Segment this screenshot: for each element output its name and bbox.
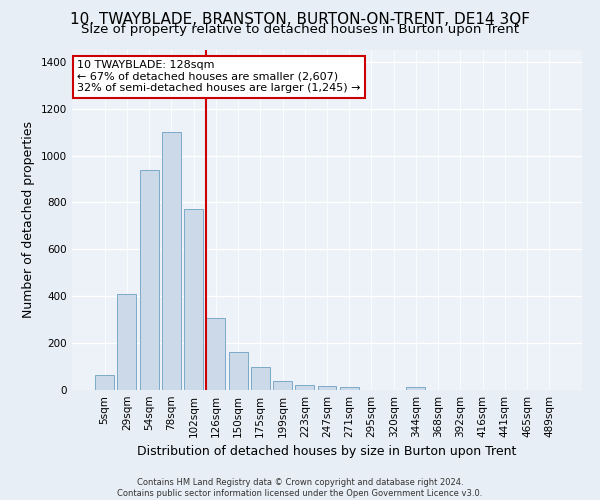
- Bar: [162, 132, 181, 390]
- Bar: [140, 170, 158, 390]
- Bar: [406, 387, 425, 390]
- Bar: [251, 366, 270, 390]
- Bar: [206, 318, 225, 390]
- Bar: [273, 382, 292, 390]
- X-axis label: Distribution of detached houses by size in Burton upon Trent: Distribution of detached houses by size …: [137, 446, 517, 458]
- Text: 10 TWAYBLADE: 128sqm
← 67% of detached houses are smaller (2,607)
32% of semi-de: 10 TWAYBLADE: 128sqm ← 67% of detached h…: [77, 60, 361, 94]
- Bar: [295, 386, 314, 390]
- Y-axis label: Number of detached properties: Number of detached properties: [22, 122, 35, 318]
- Bar: [118, 294, 136, 390]
- Text: 10, TWAYBLADE, BRANSTON, BURTON-ON-TRENT, DE14 3QF: 10, TWAYBLADE, BRANSTON, BURTON-ON-TRENT…: [70, 12, 530, 28]
- Text: Size of property relative to detached houses in Burton upon Trent: Size of property relative to detached ho…: [81, 22, 519, 36]
- Text: Contains HM Land Registry data © Crown copyright and database right 2024.
Contai: Contains HM Land Registry data © Crown c…: [118, 478, 482, 498]
- Bar: [184, 210, 203, 390]
- Bar: [229, 352, 248, 390]
- Bar: [340, 387, 359, 390]
- Bar: [95, 375, 114, 390]
- Bar: [317, 386, 337, 390]
